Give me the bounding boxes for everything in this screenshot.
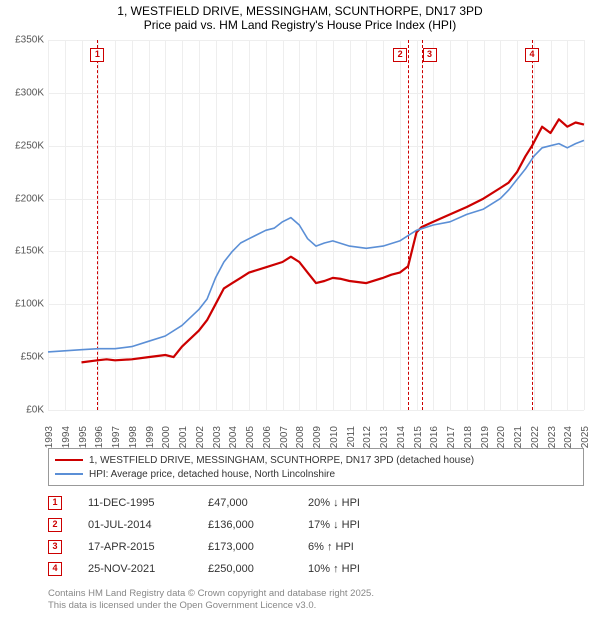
event-pct: 10% ↑ HPI	[308, 563, 388, 575]
y-axis-tick-label: £250K	[0, 140, 44, 151]
event-price: £250,000	[208, 563, 308, 575]
legend-swatch	[55, 459, 83, 462]
y-axis-tick-label: £0K	[0, 405, 44, 416]
footer-line-2: This data is licensed under the Open Gov…	[48, 600, 374, 612]
y-axis-tick-label: £300K	[0, 87, 44, 98]
event-row: 1 11-DEC-1995£47,00020% ↓ HPI	[48, 492, 584, 514]
y-axis-tick-label: £150K	[0, 246, 44, 257]
event-row: 4 25-NOV-2021£250,00010% ↑ HPI	[48, 558, 584, 580]
event-pct: 6% ↑ HPI	[308, 541, 388, 553]
footer-line-1: Contains HM Land Registry data © Crown c…	[48, 588, 374, 600]
event-row-marker: 3	[48, 540, 62, 554]
legend: 1, WESTFIELD DRIVE, MESSINGHAM, SCUNTHOR…	[48, 448, 584, 486]
legend-label: 1, WESTFIELD DRIVE, MESSINGHAM, SCUNTHOR…	[89, 455, 474, 466]
event-date: 17-APR-2015	[88, 541, 208, 553]
event-marker-box: 4	[525, 48, 539, 62]
event-marker-box: 2	[393, 48, 407, 62]
event-pct: 17% ↓ HPI	[308, 519, 388, 531]
event-row-marker: 4	[48, 562, 62, 576]
legend-label: HPI: Average price, detached house, Nort…	[89, 469, 335, 480]
gridline-v	[584, 40, 585, 410]
event-pct: 20% ↓ HPI	[308, 497, 388, 509]
title-line-2: Price paid vs. HM Land Registry's House …	[0, 18, 600, 32]
events-table: 1 11-DEC-1995£47,00020% ↓ HPI 2 01-JUL-2014…	[48, 492, 584, 580]
event-row: 3 17-APR-2015£173,0006% ↑ HPI	[48, 536, 584, 558]
legend-row: HPI: Average price, detached house, Nort…	[55, 467, 577, 481]
title-line-1: 1, WESTFIELD DRIVE, MESSINGHAM, SCUNTHOR…	[0, 4, 600, 18]
y-axis-tick-label: £200K	[0, 193, 44, 204]
event-marker-box: 1	[90, 48, 104, 62]
y-axis-tick-label: £50K	[0, 352, 44, 363]
legend-row: 1, WESTFIELD DRIVE, MESSINGHAM, SCUNTHOR…	[55, 453, 577, 467]
y-axis-tick-label: £100K	[0, 299, 44, 310]
event-price: £47,000	[208, 497, 308, 509]
event-price: £173,000	[208, 541, 308, 553]
line-chart-svg	[48, 40, 584, 410]
event-date: 25-NOV-2021	[88, 563, 208, 575]
event-price: £136,000	[208, 519, 308, 531]
event-date: 11-DEC-1995	[88, 497, 208, 509]
y-axis-tick-label: £350K	[0, 35, 44, 46]
event-row-marker: 2	[48, 518, 62, 532]
series-line-hpi	[48, 140, 584, 352]
event-date: 01-JUL-2014	[88, 519, 208, 531]
attribution-footer: Contains HM Land Registry data © Crown c…	[48, 588, 374, 612]
event-row: 2 01-JUL-2014£136,00017% ↓ HPI	[48, 514, 584, 536]
event-marker-box: 3	[423, 48, 437, 62]
legend-swatch	[55, 473, 83, 475]
chart-plot-area: £0K£50K£100K£150K£200K£250K£300K£350K 19…	[48, 40, 584, 410]
gridline-h	[48, 410, 584, 411]
event-row-marker: 1	[48, 496, 62, 510]
